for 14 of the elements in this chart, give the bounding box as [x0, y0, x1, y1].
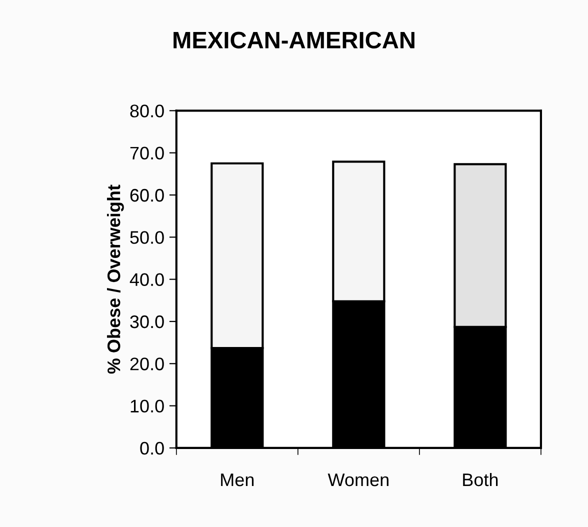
y-axis-title: % Obese / Overweight: [106, 184, 124, 374]
y-tick-label: 50.0: [130, 231, 164, 244]
y-tick-label: 60.0: [130, 188, 164, 202]
x-tick-label: Both: [463, 472, 498, 486]
y-tick-label: 70.0: [130, 146, 164, 160]
y-tick-label: 40.0: [130, 273, 164, 286]
y-tick-label: 80.0: [130, 104, 164, 118]
y-tick-label: 0.0: [140, 442, 164, 455]
x-tick-label: Women: [328, 474, 388, 486]
y-tick-label: 10.0: [130, 400, 164, 413]
chart-title: MEXICAN-AMERICAN: [174, 32, 414, 48]
y-tick-label: 20.0: [130, 358, 164, 370]
x-tick-label: Men: [221, 474, 254, 486]
y-tick-label: 30.0: [130, 315, 164, 328]
